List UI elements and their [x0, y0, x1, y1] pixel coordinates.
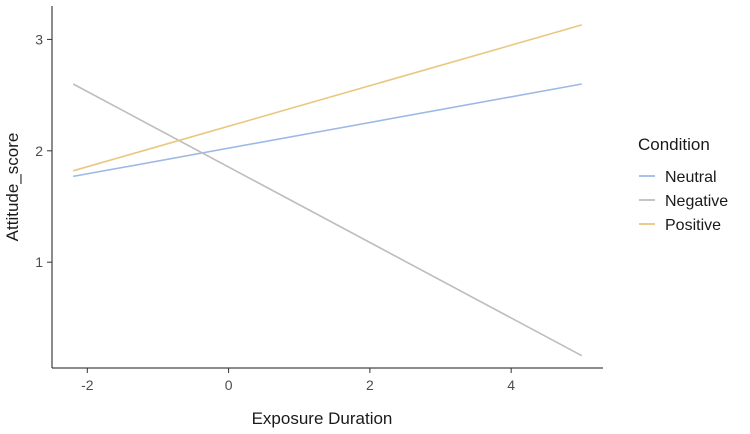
x-tick-label: 4 [507, 377, 515, 393]
axis-ticks: -2 0 2 4 1 2 3 [35, 31, 515, 393]
y-tick-label: 3 [35, 31, 43, 47]
series-line-neutral [73, 83, 582, 178]
y-tick-label: 2 [35, 143, 43, 159]
y-tick-label: 1 [35, 254, 43, 270]
legend: Condition Neutral Negative Positive [638, 135, 728, 234]
axes [51, 6, 603, 369]
x-axis-title: Exposure Duration [252, 409, 393, 428]
y-axis-title: Attitude_score [3, 133, 22, 242]
series-line-positive [72, 24, 583, 172]
x-tick-label: 0 [225, 377, 233, 393]
legend-label-neutral: Neutral [665, 169, 717, 186]
x-tick-label: 2 [366, 377, 374, 393]
x-tick-label: -2 [81, 377, 94, 393]
plot-area [72, 24, 583, 357]
legend-title: Condition [638, 135, 710, 154]
legend-label-positive: Positive [665, 217, 721, 234]
series-line-negative [72, 83, 583, 357]
legend-label-negative: Negative [665, 193, 728, 210]
